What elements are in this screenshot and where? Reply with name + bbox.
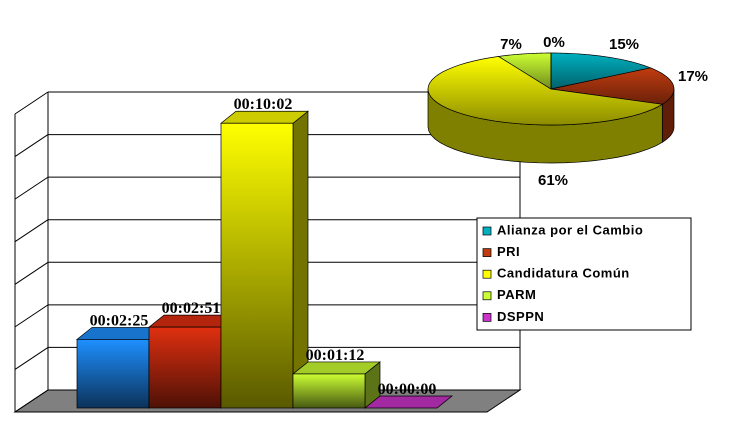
bar (76, 339, 150, 409)
pie-slice (550, 67, 675, 105)
legend-swatch (482, 291, 492, 301)
pie-label: 7% (500, 36, 522, 53)
grid-line (14, 304, 49, 328)
value-label: 00:02:51 (162, 300, 221, 317)
legend-swatch (482, 313, 492, 322)
pie-label: 0% (543, 34, 565, 51)
legend-swatch (482, 226, 492, 236)
legend-label: Alianza por el Cambio (497, 222, 643, 237)
grid-line (14, 219, 49, 243)
grid-line (14, 347, 49, 370)
pie-slice (497, 52, 552, 90)
legend-box (476, 217, 692, 331)
value-label: 00:02:25 (90, 312, 149, 329)
pie-label: 17% (678, 68, 708, 85)
value-label: 00:00:00 (378, 381, 437, 398)
legend-label: Candidatura Común (497, 266, 630, 281)
pie-label: 61% (538, 172, 568, 189)
pie-label: 15% (609, 36, 639, 53)
pie-slice (427, 56, 664, 126)
grid-line (14, 91, 49, 115)
grid-line (14, 261, 49, 285)
value-label: 00:10:02 (234, 96, 293, 113)
bar-top (364, 395, 453, 409)
bar (220, 122, 294, 409)
grid-line (14, 389, 49, 413)
grid-line (14, 134, 49, 157)
legend-swatch (482, 248, 492, 257)
legend-label: PRI (497, 244, 520, 259)
bar (148, 326, 222, 409)
legend-label: PARM (497, 287, 536, 302)
pie-slice (550, 52, 652, 90)
legend-label: DSPPN (497, 309, 544, 324)
legend-swatch (482, 269, 492, 279)
bar (292, 373, 366, 409)
value-label: 00:01:12 (306, 347, 365, 364)
grid-line (14, 176, 49, 200)
